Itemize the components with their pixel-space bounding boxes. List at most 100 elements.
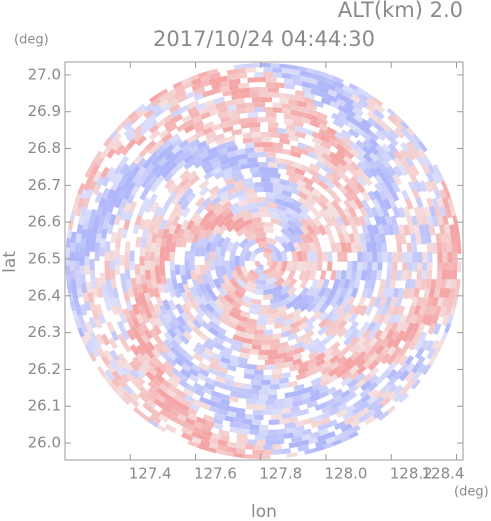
echo-cell <box>68 217 75 230</box>
echo-cell <box>202 414 215 423</box>
echo-cell <box>425 279 432 291</box>
echo-cell <box>341 363 354 374</box>
echo-cell <box>299 286 310 298</box>
echo-cell <box>269 343 280 350</box>
echo-cell <box>318 372 331 382</box>
echo-cell <box>250 379 262 385</box>
echo-cell <box>367 359 379 371</box>
echo-cell <box>379 296 388 308</box>
echo-cell <box>198 282 207 294</box>
echo-cell <box>437 261 443 273</box>
echo-cell <box>65 272 71 284</box>
echo-cell <box>242 137 254 144</box>
plot-frame <box>64 61 464 461</box>
echo-cell <box>341 215 351 227</box>
echo-cell <box>272 187 284 195</box>
echo-cell <box>296 179 308 188</box>
echo-cell <box>186 232 195 244</box>
echo-cell <box>357 261 363 272</box>
echo-cell <box>297 66 309 73</box>
echo-cell <box>131 172 142 184</box>
echo-cell <box>457 261 462 273</box>
echo-cell <box>332 75 344 84</box>
echo-cell <box>282 318 294 327</box>
echo-cell <box>324 207 335 219</box>
echo-cell <box>169 260 175 271</box>
echo-cell <box>182 227 191 239</box>
echo-cell <box>195 372 207 382</box>
echo-cell <box>355 182 367 195</box>
echo-cell <box>381 206 390 219</box>
echo-cell <box>251 137 263 143</box>
echo-cell <box>442 197 451 210</box>
echo-cell <box>278 341 290 349</box>
echo-cell <box>176 122 188 133</box>
echo-cell <box>385 338 396 350</box>
echo-cell <box>328 287 338 299</box>
echo-cell <box>243 228 255 238</box>
echo-cell <box>98 213 107 226</box>
echo-cell <box>366 224 375 236</box>
echo-cell <box>208 77 221 85</box>
echo-cell <box>240 265 250 277</box>
echo-cell <box>72 200 79 212</box>
echo-cell <box>267 313 278 320</box>
echo-cell <box>211 417 224 425</box>
echo-cell <box>249 251 258 261</box>
echo-cell <box>292 161 304 170</box>
echo-cell <box>263 227 275 234</box>
echo-cell <box>199 294 209 306</box>
echo-cell <box>174 89 187 99</box>
echo-cell <box>171 232 179 244</box>
echo-cell <box>167 182 178 194</box>
echo-cell <box>233 295 245 305</box>
echo-cell <box>230 305 242 315</box>
echo-cell <box>240 162 252 170</box>
echo-cell <box>270 172 281 179</box>
echo-cell <box>270 217 282 226</box>
echo-cell <box>186 219 196 231</box>
altitude-label: ALT(km) 2.0 <box>338 0 463 22</box>
echo-cell <box>239 392 251 400</box>
echo-cell <box>371 313 381 325</box>
echo-cell <box>319 91 331 100</box>
echo-cell <box>289 326 301 336</box>
echo-cell <box>226 104 239 112</box>
x-tick-label: 127.4 <box>129 465 172 483</box>
echo-cell <box>194 264 201 276</box>
echo-cell <box>271 408 283 415</box>
echo-cell <box>177 372 189 383</box>
echo-cell <box>350 169 362 180</box>
echo-cell <box>330 270 337 281</box>
echo-cell <box>253 369 264 375</box>
echo-cell <box>263 182 274 188</box>
echo-cell <box>191 318 203 330</box>
echo-cell <box>203 164 215 175</box>
echo-cell <box>287 241 296 253</box>
echo-cell <box>261 131 272 138</box>
echo-cell <box>181 143 193 154</box>
echo-cell <box>84 245 91 257</box>
echo-cell <box>430 279 437 291</box>
echo-cell <box>301 261 308 272</box>
echo-cell <box>327 139 340 149</box>
echo-cell <box>191 77 204 86</box>
echo-cell <box>387 224 395 236</box>
echo-cell <box>269 261 278 271</box>
echo-cell <box>268 202 279 209</box>
echo-cell <box>297 191 309 201</box>
echo-cell <box>248 389 259 395</box>
echo-cell <box>207 298 218 309</box>
echo-cell <box>442 215 450 227</box>
echo-cell <box>122 290 131 303</box>
echo-cell <box>116 227 124 239</box>
echo-cell <box>336 319 348 331</box>
echo-cell <box>198 302 209 314</box>
echo-cell <box>367 261 373 272</box>
echo-cell <box>336 156 348 168</box>
echo-cell <box>329 151 341 162</box>
echo-cell <box>243 327 255 335</box>
echo-cell <box>179 264 186 276</box>
echo-cell <box>180 219 190 231</box>
echo-cell <box>438 224 446 236</box>
